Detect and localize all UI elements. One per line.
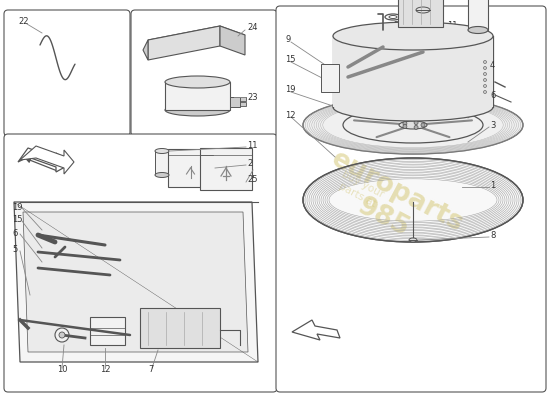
Circle shape	[483, 84, 487, 88]
Circle shape	[414, 125, 418, 129]
Bar	[398, 0, 443, 27]
Circle shape	[421, 123, 425, 127]
Text: 15: 15	[12, 216, 23, 224]
Text: 12: 12	[285, 110, 295, 120]
Polygon shape	[292, 320, 340, 340]
Text: europarts
985: europarts 985	[312, 146, 468, 264]
Text: 26: 26	[393, 20, 404, 30]
Bar	[140, 308, 220, 348]
Ellipse shape	[303, 96, 523, 154]
Text: 4: 4	[490, 60, 495, 70]
Text: 15: 15	[285, 56, 295, 64]
Text: buy your
parts at: buy your parts at	[106, 228, 154, 268]
Circle shape	[483, 66, 487, 70]
Circle shape	[403, 124, 407, 128]
Circle shape	[59, 332, 65, 338]
Bar	[321, 64, 339, 92]
Ellipse shape	[416, 7, 430, 13]
Text: 19: 19	[12, 202, 23, 212]
Polygon shape	[14, 202, 258, 362]
Bar	[200, 148, 252, 190]
Text: 19: 19	[285, 86, 295, 94]
Bar	[230, 97, 240, 107]
Text: 5: 5	[12, 246, 17, 254]
Text: 11: 11	[247, 140, 257, 150]
Text: 25: 25	[247, 176, 257, 184]
Text: 7: 7	[148, 366, 153, 374]
Polygon shape	[23, 212, 248, 352]
Ellipse shape	[155, 148, 169, 154]
Polygon shape	[220, 26, 245, 55]
Ellipse shape	[303, 158, 523, 242]
Ellipse shape	[399, 121, 427, 129]
Circle shape	[55, 328, 69, 342]
Circle shape	[483, 72, 487, 76]
Bar	[165, 82, 230, 110]
Ellipse shape	[468, 26, 488, 34]
Bar	[168, 149, 213, 187]
Polygon shape	[143, 40, 148, 60]
Ellipse shape	[155, 172, 169, 178]
Circle shape	[483, 90, 487, 94]
FancyBboxPatch shape	[4, 10, 130, 136]
Text: 7: 7	[433, 20, 438, 30]
Ellipse shape	[333, 93, 493, 121]
Text: 24: 24	[247, 24, 257, 32]
Bar	[90, 317, 125, 345]
Text: 23: 23	[247, 92, 257, 102]
Polygon shape	[20, 146, 74, 174]
Polygon shape	[18, 148, 72, 172]
Text: 8: 8	[490, 230, 496, 240]
Bar	[333, 36, 493, 107]
FancyBboxPatch shape	[4, 134, 277, 392]
Text: 9: 9	[285, 36, 290, 44]
Text: 22: 22	[18, 18, 29, 26]
Circle shape	[483, 60, 487, 64]
Bar	[155, 151, 169, 175]
Polygon shape	[148, 26, 245, 49]
Text: buy your
parts at: buy your parts at	[334, 170, 386, 210]
Text: 11: 11	[447, 20, 458, 30]
Text: 3: 3	[490, 120, 496, 130]
Ellipse shape	[343, 107, 483, 143]
Text: 1: 1	[490, 180, 495, 190]
Bar	[468, 0, 488, 30]
Circle shape	[403, 122, 407, 126]
Ellipse shape	[165, 104, 230, 116]
Text: 10: 10	[57, 366, 68, 374]
Circle shape	[483, 78, 487, 82]
FancyBboxPatch shape	[276, 6, 546, 392]
Text: 6: 6	[490, 90, 496, 100]
Text: 12: 12	[100, 366, 111, 374]
Bar	[240, 102, 246, 106]
Polygon shape	[148, 26, 220, 60]
Circle shape	[414, 121, 418, 125]
Text: 20: 20	[415, 20, 426, 30]
Bar	[240, 97, 246, 101]
Text: 6: 6	[12, 228, 18, 238]
Ellipse shape	[333, 22, 493, 50]
Ellipse shape	[409, 238, 417, 242]
FancyBboxPatch shape	[131, 10, 277, 136]
Text: europarts
985: europarts 985	[91, 212, 219, 308]
Ellipse shape	[165, 76, 230, 88]
Text: 2: 2	[247, 158, 252, 168]
